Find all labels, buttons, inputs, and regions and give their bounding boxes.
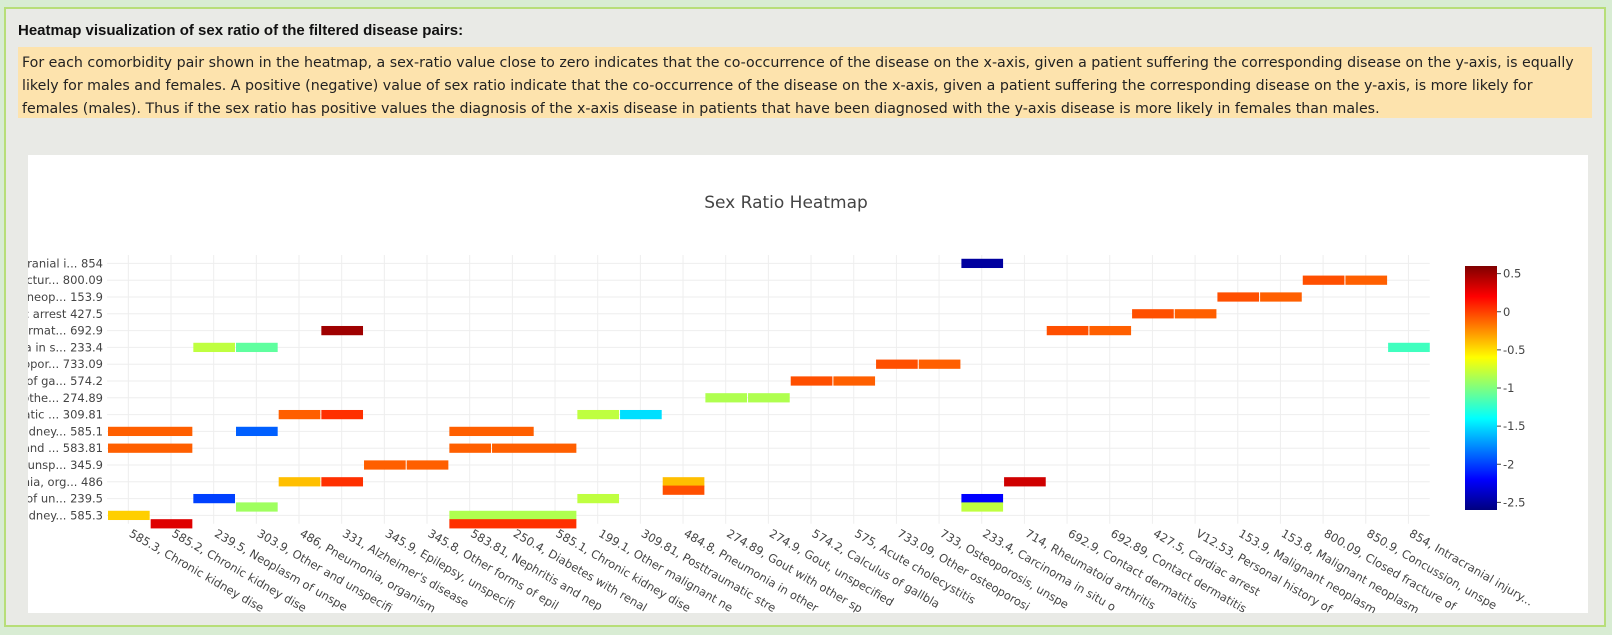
y-tick-label: t neop... 153.9 [28,290,103,304]
heatmap-cell[interactable] [1388,342,1430,353]
grid-layer [107,255,1430,524]
y-tick-label: opor... 733.09 [28,357,103,371]
y-tick-label: kidney... 585.3 [28,508,103,522]
heatmap-cell[interactable] [705,393,748,403]
heatmap-panel: Heatmap visualization of sex ratio of th… [4,7,1606,627]
heatmap-cell[interactable] [321,325,364,336]
colorbar-tick-label: -2.5 [1503,495,1525,509]
heatmap-cell[interactable] [236,342,278,353]
heatmap-cell[interactable] [321,477,364,487]
sex-ratio-heatmap: Sex Ratio Heatmap cranial i... 854 actur.… [15,193,1536,613]
heatmap-cell[interactable] [577,493,620,504]
heatmap-cell[interactable] [449,510,577,521]
heatmap-cell[interactable] [577,409,620,420]
colorbar: 0.5 0 -0.5 -1 -1.5 -2 -2.5 [1465,266,1525,510]
heatmap-cell[interactable] [876,359,918,369]
heatmap-cell[interactable] [1302,275,1345,285]
y-tick-label: s of ga... 574.2 [28,374,103,388]
colorbar-tick-label: -1.5 [1503,419,1525,433]
y-tick-label: nia, org... 486 [28,475,103,489]
heatmap-cell[interactable] [918,359,961,369]
heatmap-cell[interactable] [406,460,449,470]
heatmap-cell[interactable] [1217,292,1260,302]
heatmap-cell[interactable] [1046,325,1089,336]
heatmap-cell[interactable] [236,502,278,512]
y-tick-label: c arrest 427.5 [28,307,103,321]
heatmap-cell[interactable] [961,493,1004,504]
heatmap-cell[interactable] [278,477,321,487]
heatmap-cell[interactable] [790,376,833,386]
heatmap-cell[interactable] [193,342,236,353]
heatmap-cell[interactable] [1089,325,1132,336]
heatmap-cell[interactable] [108,510,150,521]
heatmap-cell[interactable] [108,426,193,437]
panel-title: Heatmap visualization of sex ratio of th… [18,22,464,39]
heatmap-cell[interactable] [662,485,705,495]
cell-layer [108,258,1430,529]
heatmap-cell[interactable] [108,443,193,453]
heatmap-cell[interactable] [833,376,876,386]
y-axis: cranial i... 854 actur... 800.09 t neop...… [15,256,103,522]
y-tick-label: actur... 800.09 [28,273,103,287]
heatmap-cell[interactable] [150,519,193,529]
heatmap-cell[interactable] [1345,275,1388,285]
heatmap-cell[interactable] [321,409,364,420]
chart-card: Sex Ratio Heatmap cranial i... 854 actur.… [15,155,1588,613]
heatmap-cell[interactable] [961,502,1004,512]
y-tick-label: ermat... 692.9 [28,324,103,338]
heatmap-cell[interactable] [449,519,577,529]
heatmap-cell[interactable] [662,477,705,487]
heatmap-cell[interactable] [1174,309,1217,319]
colorbar-tick-label: -0.5 [1503,343,1525,357]
y-tick-label: and ... 583.81 [28,441,103,455]
colorbar-tick-label: 0.5 [1503,267,1521,281]
heatmap-cell[interactable] [620,409,662,420]
y-tick-label: othe... 274.89 [28,391,103,405]
y-tick-label: cranial i... 854 [28,256,103,270]
y-tick-label: kidney... 585.1 [28,424,103,438]
heatmap-cell[interactable] [961,258,1004,269]
colorbar-gradient [1465,266,1497,510]
description-note: For each comorbidity pair shown in the h… [18,47,1592,118]
y-tick-label: n of un... 239.5 [28,492,103,506]
heatmap-cell[interactable] [193,493,236,504]
y-tick-label: atic ... 309.81 [28,408,103,422]
y-tick-label: ha in s... 233.4 [28,340,103,354]
chart-title: Sex Ratio Heatmap [704,193,868,213]
heatmap-cell[interactable] [236,426,278,437]
heatmap-cell[interactable] [278,409,321,420]
heatmap-cell[interactable] [492,443,577,453]
y-tick-label: , unsp... 345.9 [28,458,103,472]
heatmap-cell[interactable] [1260,292,1302,302]
heatmap-cell[interactable] [748,393,790,403]
heatmap-cell[interactable] [1004,477,1046,487]
colorbar-tick-label: -2 [1503,457,1514,471]
heatmap-cell[interactable] [1132,309,1174,319]
heatmap-cell[interactable] [449,443,492,453]
heatmap-cell[interactable] [364,460,406,470]
colorbar-tick-label: 0 [1503,305,1510,319]
heatmap-cell[interactable] [449,426,534,437]
colorbar-tick-label: -1 [1503,381,1514,395]
